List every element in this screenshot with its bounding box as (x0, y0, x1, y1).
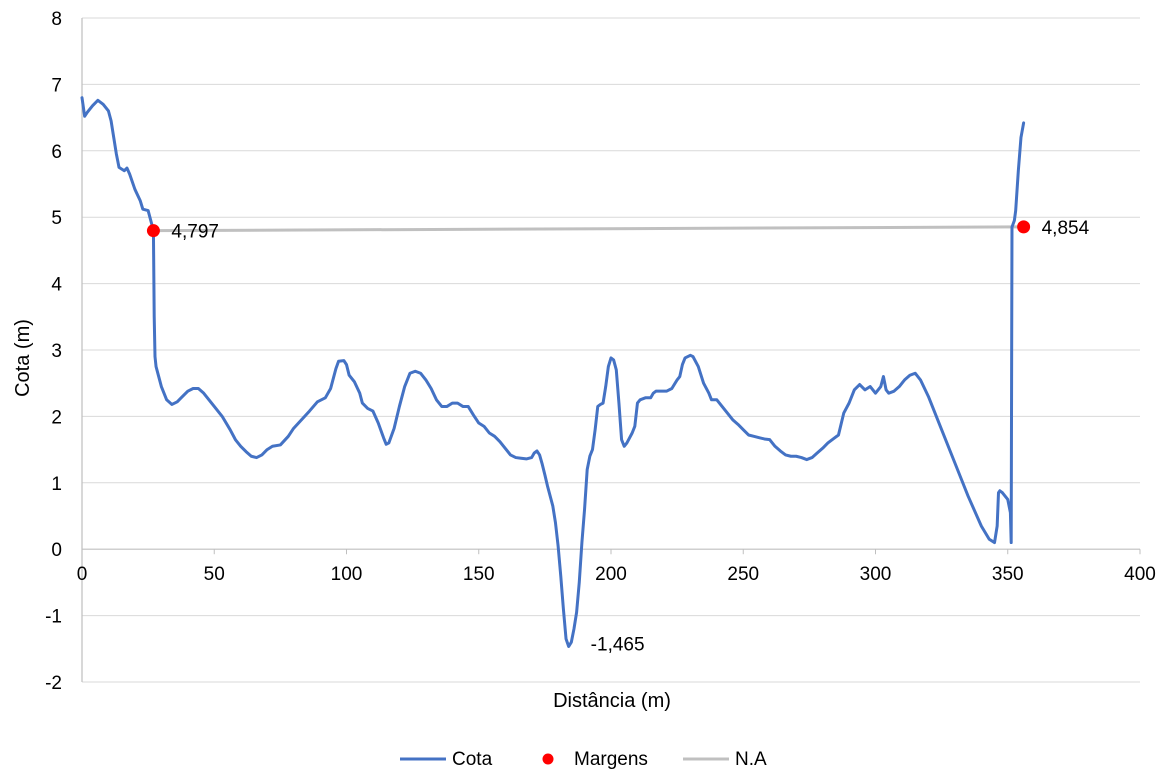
y-tick-label-3: 3 (51, 341, 62, 362)
y-tick-label-2: 2 (51, 407, 62, 428)
y-tick-label-1: 1 (51, 474, 62, 495)
na-line (153, 225, 1024, 233)
x-tick-label-400: 400 (1124, 564, 1156, 585)
x-tick-label-100: 100 (331, 564, 363, 585)
x-tick-label-200: 200 (595, 564, 627, 585)
legend-na-label: N.A (735, 749, 767, 770)
data-labels: 4,797 4,854 -1,465 (171, 218, 1089, 656)
y-tick-label-5: 5 (51, 208, 62, 229)
margens-point-2 (1017, 220, 1031, 234)
x-tick-label-300: 300 (860, 564, 892, 585)
y-tick-label-6: 6 (51, 142, 62, 163)
x-tick-label-50: 50 (204, 564, 225, 585)
y-tick-label-0: 0 (51, 540, 62, 561)
y-tick-label--1: -1 (45, 607, 62, 628)
margens-point-1 (146, 224, 160, 238)
x-tick-label-150: 150 (463, 564, 495, 585)
gridlines (82, 17, 1140, 683)
y-tick-label--2: -2 (45, 673, 62, 694)
y-tick-label-4: 4 (51, 275, 62, 296)
legend-margens-label: Margens (574, 749, 648, 770)
series-cota (80, 96, 1026, 648)
tick-labels: -2 -1 0 1 2 3 4 5 6 7 8 0 50 100 150 200 250 300 350 400 (45, 9, 1156, 694)
series-na (153, 225, 1024, 233)
cota-line (80, 96, 1026, 648)
axes (81, 18, 1141, 682)
data-label-2: 4,854 (1042, 218, 1090, 239)
x-tick-label-0: 0 (77, 564, 88, 585)
x-tick-label-350: 350 (992, 564, 1024, 585)
x-tick-label-250: 250 (727, 564, 759, 585)
series-margens (146, 220, 1031, 238)
y-axis-title: Cota (m) (12, 319, 34, 397)
data-label-3: -1,465 (591, 634, 645, 655)
legend: Cota Margens N.A (400, 749, 767, 770)
legend-cota-label: Cota (452, 749, 493, 770)
y-tick-label-8: 8 (51, 9, 62, 30)
data-label-1: 4,797 (171, 222, 219, 243)
legend-margens-swatch (542, 753, 554, 765)
x-axis-title: Distância (m) (553, 690, 671, 712)
y-tick-label-7: 7 (51, 75, 62, 96)
